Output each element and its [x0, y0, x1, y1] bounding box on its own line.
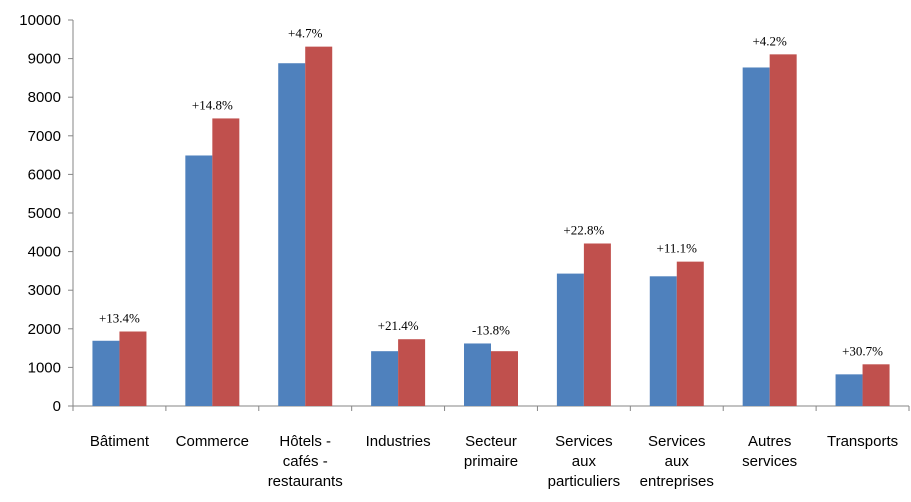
data-label-change: +30.7% [842, 343, 883, 358]
bar-series2-2 [305, 46, 333, 406]
y-tick-label: 1000 [28, 359, 61, 376]
x-category-label: aux [572, 453, 597, 470]
data-label-change: +4.2% [752, 33, 787, 48]
x-category-label: Commerce [176, 433, 249, 450]
data-label-change: +4.7% [288, 26, 323, 41]
y-tick-label: 4000 [28, 244, 61, 261]
y-tick-label: 9000 [28, 51, 61, 68]
x-category-label: Autres [748, 433, 791, 450]
y-tick-label: 6000 [28, 166, 61, 183]
x-category-label: Secteur [465, 433, 517, 450]
bar-series2-3 [398, 339, 426, 406]
bar-series1-2 [278, 63, 306, 407]
x-category-label: Hôtels - [279, 433, 331, 450]
bar-series1-6 [649, 276, 677, 406]
x-category-label: aux [665, 453, 690, 470]
x-category-label: Bâtiment [90, 433, 150, 450]
x-category-label: restaurants [268, 473, 343, 490]
bar-series1-1 [185, 155, 213, 406]
bar-series1-0 [92, 340, 120, 406]
bar-series1-5 [556, 273, 584, 406]
x-category-label: primaire [464, 453, 518, 470]
bar-series2-7 [769, 54, 797, 406]
bar-series1-4 [464, 343, 491, 406]
bar-series2-8 [862, 364, 890, 406]
bar-series2-5 [583, 243, 611, 406]
data-label-change: +21.4% [378, 318, 419, 333]
x-category-label: Services [555, 433, 613, 450]
x-category-label: services [742, 453, 797, 470]
x-category-label: Industries [366, 433, 431, 450]
y-tick-label: 8000 [28, 89, 61, 106]
y-tick-label: 3000 [28, 282, 61, 299]
bar-series1-8 [835, 374, 863, 406]
bar-series1-3 [371, 351, 399, 406]
bar-series2-0 [119, 331, 147, 406]
bar-series2-4 [491, 351, 518, 406]
bar-series1-7 [742, 67, 770, 406]
y-tick-label: 5000 [28, 205, 61, 222]
data-label-change: +14.8% [192, 97, 233, 112]
x-category-label: entreprises [640, 473, 714, 490]
data-label-change: +22.8% [563, 222, 604, 237]
x-category-label: cafés - [283, 453, 328, 470]
x-category-label: Services [648, 433, 706, 450]
data-label-change: +11.1% [657, 241, 698, 256]
x-category-label: particuliers [548, 473, 621, 490]
y-tick-label: 2000 [28, 321, 61, 338]
y-tick-label: 7000 [28, 128, 61, 145]
bar-series2-1 [212, 118, 240, 407]
data-label-change: -13.8% [472, 322, 510, 337]
y-tick-label: 0 [53, 398, 61, 415]
y-tick-label: 10000 [19, 12, 61, 29]
bar-series2-6 [676, 261, 704, 406]
data-label-change: +13.4% [99, 311, 140, 326]
x-category-label: Transports [827, 433, 898, 450]
